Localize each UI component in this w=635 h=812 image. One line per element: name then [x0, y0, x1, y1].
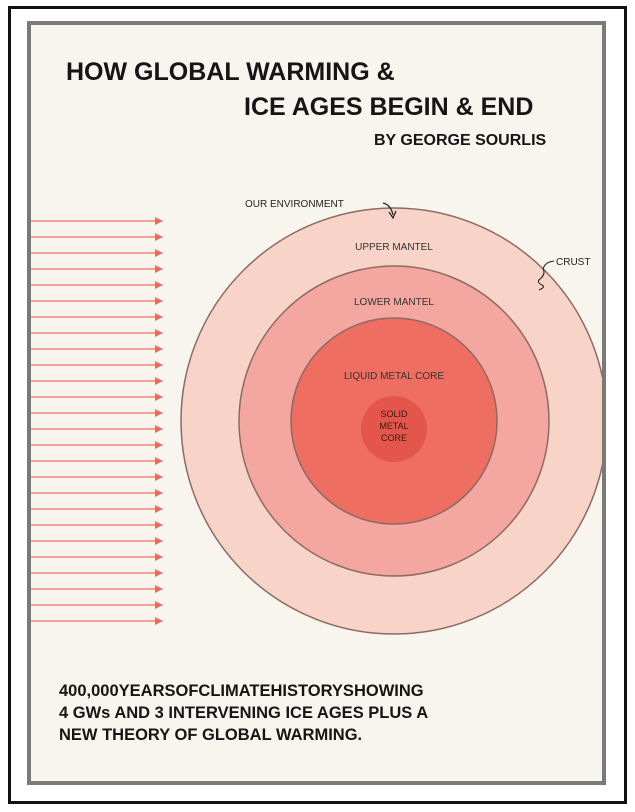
footer-line-3: NEW THEORY OF GLOBAL WARMING.	[59, 726, 363, 744]
cover-footer-text: 400,000YEARSOFCLIMATEHISTORYSHOWING 4 GW…	[59, 680, 594, 746]
environment-pointer-tip	[388, 210, 397, 220]
crust-pointer-squiggle	[537, 260, 555, 291]
lower-mantel-label: LOWER MANTEL	[354, 297, 434, 308]
solid-metal-core-layer	[361, 396, 427, 462]
footer-line-2: 4 GWs AND 3 INTERVENING ICE AGES PLUS A	[59, 704, 429, 722]
environment-pointer-arrow	[382, 202, 394, 216]
upper-mantel-label: UPPER MANTEL	[355, 242, 433, 253]
our-environment-label: OUR ENVIRONMENT	[245, 199, 344, 210]
crust-label: CRUST	[556, 257, 590, 268]
solid-core-label-line-3: CORE	[381, 433, 407, 443]
footer-line-1: 400,000YEARSOFCLIMATEHISTORYSHOWING	[59, 682, 424, 700]
solid-core-label-line-2: METAL	[379, 421, 408, 431]
liquid-core-label: LIQUID METAL CORE	[344, 371, 444, 382]
earth-cross-section-diagram: OUR ENVIRONMENT CRUST UPPER MANTEL LOWER…	[31, 199, 602, 635]
solid-core-label-line-1: SOLID	[380, 409, 408, 419]
title-line-1: HOW GLOBAL WARMING &	[66, 58, 395, 86]
author-byline: BY GEORGE SOURLIS	[374, 132, 547, 149]
title-line-2: ICE AGES BEGIN & END	[244, 93, 534, 121]
book-cover: HOW GLOBAL WARMING & ICE AGES BEGIN & EN…	[27, 21, 606, 785]
incoming-radiation-arrows	[31, 217, 163, 625]
